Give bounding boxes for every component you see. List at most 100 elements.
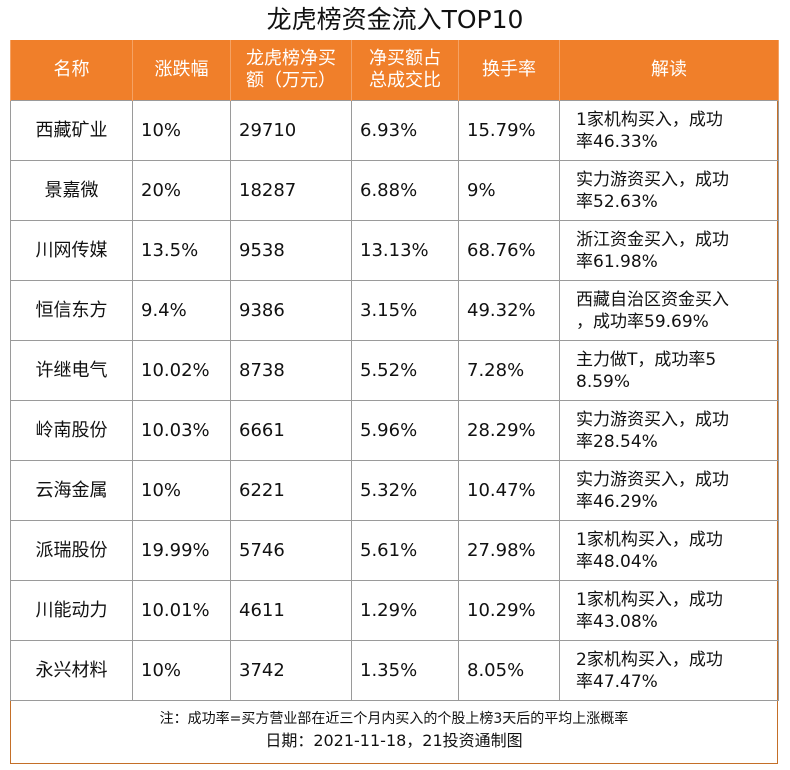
cell-turnover: 27.98%: [458, 520, 560, 581]
cell-interp-line1: 浙江资金买入，成功: [576, 229, 729, 250]
table-header-row: 名称 涨跌幅 龙虎榜净买 额（万元） 净买额占 总成交比 换手率 解读: [10, 40, 779, 101]
cell-turnover: 15.79%: [458, 100, 560, 161]
date-credit: 日期：2021-11-18，21投资通制图: [265, 731, 523, 750]
table-row: 许继电气 10.02% 8738 5.52% 7.28% 主力做T，成功率5 8.…: [10, 340, 779, 401]
cell-interp-line1: 1家机构买入，成功: [576, 589, 723, 610]
cell-ratio: 1.29%: [351, 580, 459, 641]
cell-turnover: 68.76%: [458, 220, 560, 281]
cell-interp: 主力做T，成功率5 8.59%: [559, 340, 779, 401]
cell-ratio: 5.96%: [351, 400, 459, 461]
cell-interp: 浙江资金买入，成功 率61.98%: [559, 220, 779, 281]
cell-name: 许继电气: [10, 340, 133, 401]
cell-change: 10%: [132, 460, 231, 521]
cell-interp-line1: 2家机构买入，成功: [576, 649, 723, 670]
cell-interp-line2: 8.59%: [576, 371, 631, 392]
col-header-change: 涨跌幅: [132, 40, 231, 101]
cell-net-buy: 8738: [230, 340, 352, 401]
cell-name: 景嘉微: [10, 160, 133, 221]
cell-interp-line1: 1家机构买入，成功: [576, 109, 723, 130]
cell-net-buy: 5746: [230, 520, 352, 581]
cell-turnover: 10.47%: [458, 460, 560, 521]
cell-turnover: 10.29%: [458, 580, 560, 641]
cell-ratio: 5.32%: [351, 460, 459, 521]
footnote: 注：成功率=买方营业部在近三个月内买入的个股上榜3天后的平均上涨概率: [159, 711, 629, 727]
cell-ratio: 3.15%: [351, 280, 459, 341]
cell-ratio: 6.88%: [351, 160, 459, 221]
cell-interp-line1: 1家机构买入，成功: [576, 529, 723, 550]
table-row: 派瑞股份 19.99% 5746 5.61% 27.98% 1家机构买入，成功率…: [10, 520, 779, 581]
cell-ratio: 1.35%: [351, 640, 459, 701]
cell-ratio: 5.52%: [351, 340, 459, 401]
table-row: 永兴材料 10% 3742 1.35% 8.05% 2家机构买入，成功 率47.4…: [10, 640, 779, 701]
col-header-ratio-line1: 净买额占: [369, 48, 441, 69]
cell-net-buy: 4611: [230, 580, 352, 641]
dragon-tiger-table: 名称 涨跌幅 龙虎榜净买 额（万元） 净买额占 总成交比 换手率 解读 西藏矿业…: [10, 40, 779, 701]
table-row: 恒信东方 9.4% 9386 3.15% 49.32% 西藏自治区资金买入 ，成功…: [10, 280, 779, 341]
cell-interp-line2: 率48.04%: [576, 551, 658, 572]
cell-interp-line2: 率52.63%: [576, 191, 658, 212]
cell-ratio: 6.93%: [351, 100, 459, 161]
cell-interp-line2: 率28.54%: [576, 431, 658, 452]
cell-turnover: 28.29%: [458, 400, 560, 461]
cell-change: 10.01%: [132, 580, 231, 641]
cell-change: 10%: [132, 100, 231, 161]
cell-interp-line1: 实力游资买入，成功: [576, 169, 729, 190]
cell-interp: 西藏自治区资金买入 ，成功率59.69%: [559, 280, 779, 341]
cell-name: 岭南股份: [10, 400, 133, 461]
cell-change: 9.4%: [132, 280, 231, 341]
cell-interp: 1家机构买入，成功 率43.08%: [559, 580, 779, 641]
cell-interp-line2: 率61.98%: [576, 251, 658, 272]
cell-interp-line2: 率43.08%: [576, 611, 658, 632]
col-header-net-buy-line1: 龙虎榜净买: [246, 48, 336, 69]
table-row: 景嘉微 20% 18287 6.88% 9% 实力游资买入，成功 率52.63%: [10, 160, 779, 221]
footer: 注：成功率=买方营业部在近三个月内买入的个股上榜3天后的平均上涨概率 日期：20…: [10, 702, 778, 764]
cell-net-buy: 9386: [230, 280, 352, 341]
cell-interp-line2: 率47.47%: [576, 671, 658, 692]
cell-change: 13.5%: [132, 220, 231, 281]
cell-interp-line1: 西藏自治区资金买入: [576, 289, 729, 310]
cell-interp-line2: ，成功率59.69%: [576, 311, 709, 332]
cell-net-buy: 18287: [230, 160, 352, 221]
cell-ratio: 5.61%: [351, 520, 459, 581]
table-row: 云海金属 10% 6221 5.32% 10.47% 实力游资买入，成功 率46.…: [10, 460, 779, 521]
cell-interp-line2: 率46.29%: [576, 491, 658, 512]
cell-name: 永兴材料: [10, 640, 133, 701]
cell-name: 云海金属: [10, 460, 133, 521]
col-header-turnover: 换手率: [458, 40, 560, 101]
cell-interp: 1家机构买入，成功 率48.04%: [559, 520, 779, 581]
cell-name: 西藏矿业: [10, 100, 133, 161]
cell-interp-line1: 主力做T，成功率5: [576, 349, 717, 370]
cell-interp-line1: 实力游资买入，成功: [576, 469, 729, 490]
cell-turnover: 9%: [458, 160, 560, 221]
table-row: 西藏矿业 10% 29710 6.93% 15.79% 1家机构买入，成功 率46…: [10, 100, 779, 161]
cell-interp: 2家机构买入，成功 率47.47%: [559, 640, 779, 701]
table-row: 岭南股份 10.03% 6661 5.96% 28.29% 实力游资买入，成功率…: [10, 400, 779, 461]
cell-name: 恒信东方: [10, 280, 133, 341]
cell-change: 20%: [132, 160, 231, 221]
cell-interp-line1: 实力游资买入，成功: [576, 409, 729, 430]
cell-net-buy: 29710: [230, 100, 352, 161]
cell-ratio: 13.13%: [351, 220, 459, 281]
cell-turnover: 7.28%: [458, 340, 560, 401]
cell-net-buy: 6661: [230, 400, 352, 461]
col-header-interp: 解读: [559, 40, 779, 101]
cell-change: 10.02%: [132, 340, 231, 401]
col-header-ratio: 净买额占 总成交比: [351, 40, 459, 101]
cell-change: 10.03%: [132, 400, 231, 461]
cell-name: 川网传媒: [10, 220, 133, 281]
page-title: 龙虎榜资金流入TOP10: [266, 5, 524, 34]
cell-net-buy: 9538: [230, 220, 352, 281]
cell-interp-line2: 率46.33%: [576, 131, 658, 152]
cell-turnover: 49.32%: [458, 280, 560, 341]
cell-interp: 实力游资买入，成功 率52.63%: [559, 160, 779, 221]
cell-change: 19.99%: [132, 520, 231, 581]
cell-name: 派瑞股份: [10, 520, 133, 581]
table-row: 川网传媒 13.5% 9538 13.13% 68.76% 浙江资金买入，成功率…: [10, 220, 779, 281]
table-row: 川能动力 10.01% 4611 1.29% 10.29% 1家机构买入，成功率…: [10, 580, 779, 641]
cell-interp: 实力游资买入，成功 率46.29%: [559, 460, 779, 521]
cell-interp: 实力游资买入，成功 率28.54%: [559, 400, 779, 461]
cell-change: 10%: [132, 640, 231, 701]
col-header-ratio-line2: 总成交比: [369, 70, 441, 91]
col-header-net-buy: 龙虎榜净买 额（万元）: [230, 40, 352, 101]
cell-net-buy: 3742: [230, 640, 352, 701]
